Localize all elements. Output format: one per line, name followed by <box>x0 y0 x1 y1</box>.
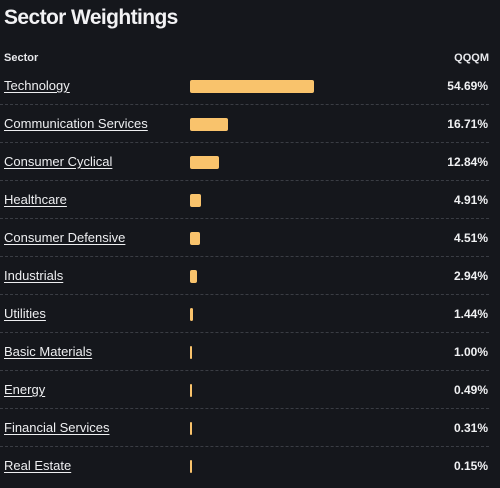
sector-link[interactable]: Industrials <box>4 268 64 283</box>
sector-link[interactable]: Technology <box>4 78 70 93</box>
table-row: Consumer Defensive 4.51% <box>0 219 489 257</box>
sector-link[interactable]: Healthcare <box>4 192 67 207</box>
table-row: Basic Materials 1.00% <box>0 333 489 371</box>
bar-track <box>190 308 415 321</box>
weighting-bar <box>190 156 220 169</box>
weighting-value: 1.44% <box>453 307 488 321</box>
weighting-bar <box>190 80 314 93</box>
bar-track <box>190 80 415 93</box>
sector-link[interactable]: Basic Materials <box>4 344 93 359</box>
weighting-value: 54.69% <box>447 79 488 93</box>
weighting-value: 0.49% <box>453 383 488 397</box>
weighting-value: 0.31% <box>453 421 488 435</box>
weighting-bar <box>190 308 194 321</box>
sector-link[interactable]: Utilities <box>4 306 46 321</box>
sector-link[interactable]: Consumer Cyclical <box>4 154 113 169</box>
weighting-value: 4.91% <box>453 193 488 207</box>
bar-track <box>190 270 415 283</box>
sector-link[interactable]: Consumer Defensive <box>4 230 126 245</box>
column-header-fund: QQQM <box>454 52 489 64</box>
weighting-bar <box>190 270 197 283</box>
bar-track <box>190 156 415 169</box>
weighting-value: 16.71% <box>447 117 488 131</box>
bar-track <box>190 384 415 397</box>
sector-link[interactable]: Financial Services <box>4 420 110 435</box>
bar-track <box>190 460 415 473</box>
weighting-bar <box>190 384 192 397</box>
table-row: Financial Services 0.31% <box>0 409 489 447</box>
sector-link[interactable]: Real Estate <box>4 458 72 473</box>
table-row: Consumer Cyclical 12.84% <box>0 143 489 181</box>
table-row: Technology 54.69% <box>0 67 489 105</box>
bar-track <box>190 232 415 245</box>
table-row: Energy 0.49% <box>0 371 489 409</box>
table-row: Healthcare 4.91% <box>0 181 489 219</box>
weighting-bar <box>190 460 192 473</box>
bar-track <box>190 346 415 359</box>
table-row: Industrials 2.94% <box>0 257 489 295</box>
weighting-value: 1.00% <box>453 345 488 359</box>
bar-track <box>190 118 415 131</box>
table-header: Sector QQQM <box>0 51 500 67</box>
bar-track <box>190 422 415 435</box>
weighting-bar <box>190 346 193 359</box>
weighting-bar <box>190 194 202 207</box>
bar-track <box>190 194 415 207</box>
column-header-sector: Sector <box>4 52 39 64</box>
weighting-value: 4.51% <box>453 231 488 245</box>
weighting-bar <box>190 232 201 245</box>
page-title: Sector Weightings <box>4 6 178 29</box>
table-row: Utilities 1.44% <box>0 295 489 333</box>
sector-table: Technology 54.69% Communication Services 16… <box>0 67 500 485</box>
weighting-value: 0.15% <box>453 459 488 473</box>
table-row: Real Estate 0.15% <box>0 447 489 485</box>
weighting-bar <box>190 422 192 435</box>
weighting-value: 2.94% <box>453 269 488 283</box>
sector-link[interactable]: Communication Services <box>4 116 148 131</box>
table-row: Communication Services 16.71% <box>0 105 489 143</box>
weighting-value: 12.84% <box>447 155 488 169</box>
weighting-bar <box>190 118 228 131</box>
sector-link[interactable]: Energy <box>4 382 46 397</box>
